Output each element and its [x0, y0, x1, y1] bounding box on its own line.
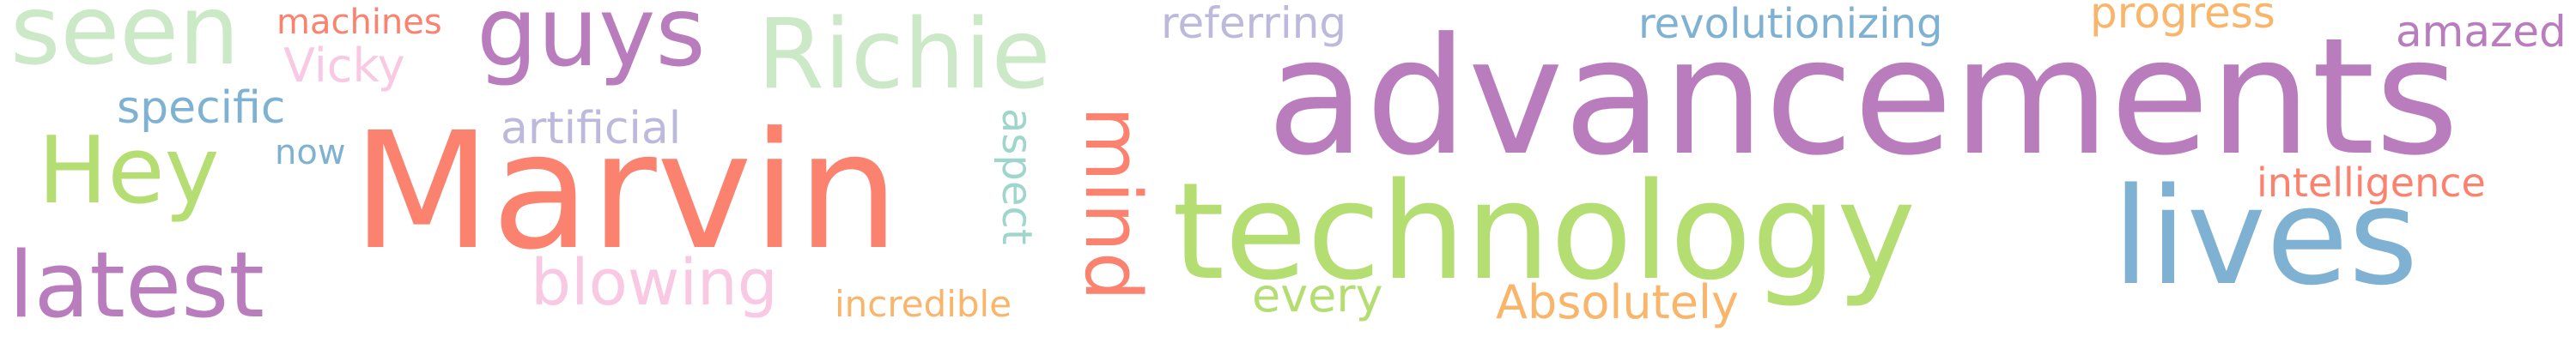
- word-mind: mind: [1067, 106, 1157, 301]
- word-artificial: artificial: [501, 103, 682, 154]
- word-hey: Hey: [38, 117, 220, 225]
- word-blowing: blowing: [531, 246, 778, 320]
- word-marvin: Marvin: [352, 98, 900, 286]
- word-now: now: [275, 133, 346, 172]
- word-latest: latest: [9, 232, 264, 338]
- word-specific: specific: [117, 82, 286, 134]
- word-incredible: incredible: [835, 283, 1012, 325]
- word-richie: Richie: [757, 0, 1051, 111]
- word-lives: lives: [2112, 159, 2419, 315]
- word-technology: technology: [1172, 153, 1917, 310]
- word-amazed: amazed: [2396, 7, 2567, 57]
- word-progress: progress: [2090, 0, 2275, 38]
- word-advancements: advancements: [1267, 3, 2459, 191]
- word-revolutionizing: revolutionizing: [1638, 0, 1943, 48]
- word-every: every: [1252, 268, 1383, 322]
- word-aspect: aspect: [993, 108, 1041, 245]
- word-vicky: Vicky: [283, 39, 405, 93]
- word-guys: guys: [477, 0, 706, 88]
- word-absolutely: Absolutely: [1496, 275, 1739, 329]
- word-intelligence: intelligence: [2257, 159, 2486, 206]
- word-referring: referring: [1161, 0, 1347, 48]
- word-machines: machines: [276, 3, 442, 42]
- word-seen: seen: [10, 0, 240, 87]
